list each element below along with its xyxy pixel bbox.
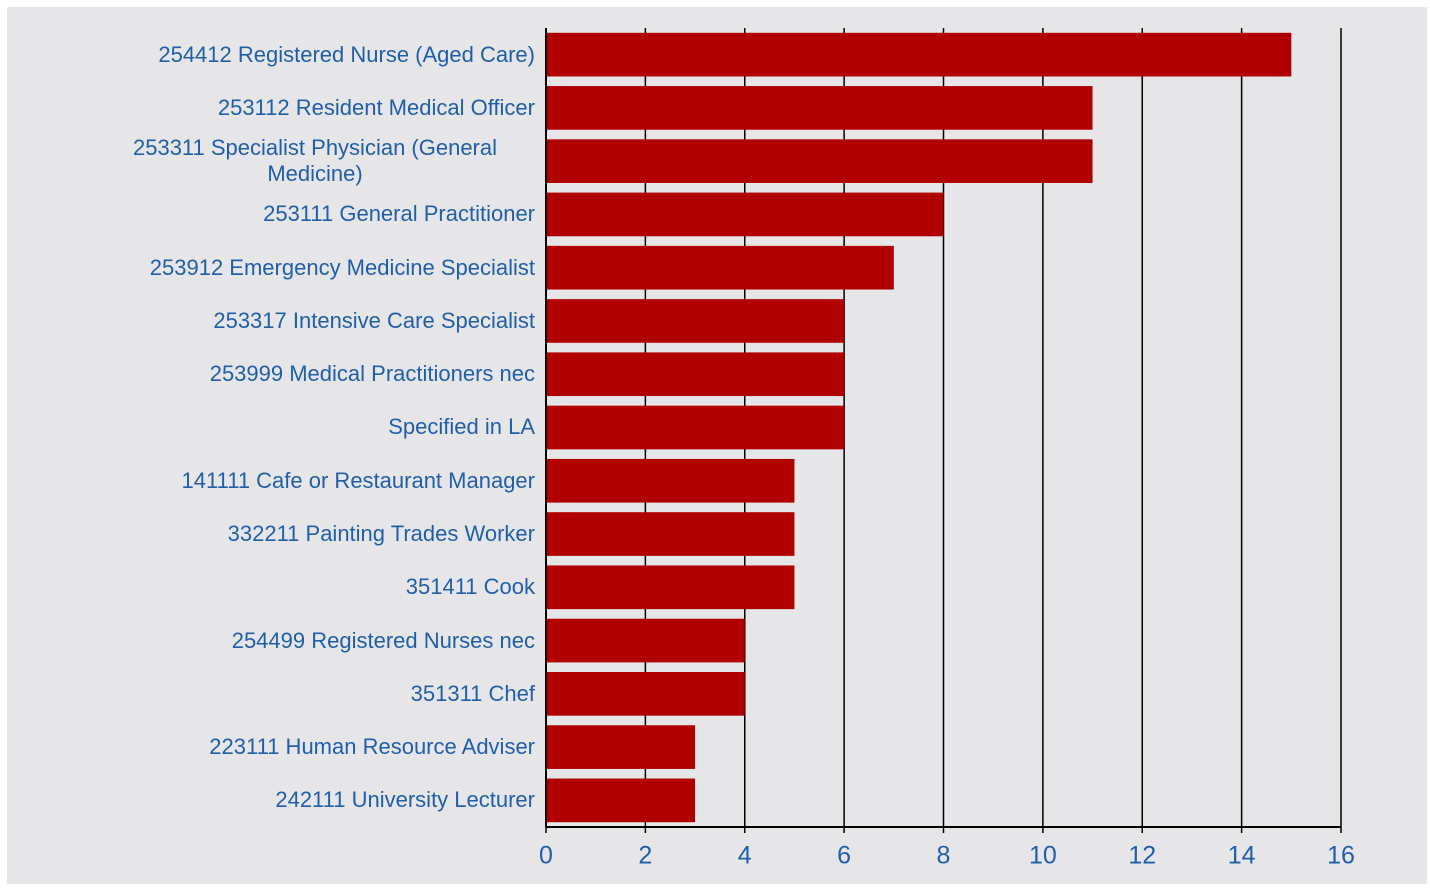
- y-tick-label-box: 253999 Medical Practitioners nec: [60, 348, 535, 401]
- bar: [546, 778, 696, 823]
- y-tick-label-box: 254499 Registered Nurses nec: [60, 614, 535, 667]
- bar: [546, 32, 1292, 77]
- y-tick-label: 351311 Chef: [410, 680, 535, 706]
- y-tick-label: 253112 Resident Medical Officer: [217, 94, 535, 120]
- y-tick-label-box: 141111 Cafe or Restaurant Manager: [60, 454, 535, 507]
- y-tick-label: 253912 Emergency Medicine Specialist: [149, 254, 535, 280]
- x-tick-label: 0: [539, 842, 553, 870]
- bar: [546, 725, 696, 769]
- bar: [546, 86, 1093, 130]
- y-tick-label-box: Specified in LA: [60, 401, 535, 454]
- y-tick-label-box: 253112 Resident Medical Officer: [60, 81, 535, 134]
- bar: [546, 245, 894, 290]
- x-tick-label: 12: [1128, 842, 1156, 870]
- y-tick-label: Specified in LA: [388, 414, 535, 440]
- bar: [546, 458, 795, 503]
- y-tick-label: 223111 Human Resource Adviser: [209, 734, 535, 760]
- y-tick-label-box: 351311 Chef: [60, 667, 535, 720]
- y-tick-label-box: 242111 University Lecturer: [60, 774, 535, 827]
- x-tick-label: 4: [738, 842, 752, 870]
- y-tick-label-box: 223111 Human Resource Adviser: [60, 720, 535, 773]
- y-tick-label-box: 351411 Cook: [60, 561, 535, 614]
- y-tick-label-box: 332211 Painting Trades Worker: [60, 507, 535, 560]
- bar: [546, 299, 845, 343]
- x-tick-label: 10: [1029, 842, 1057, 870]
- y-tick-label: 253317 Intensive Care Specialist: [213, 307, 535, 333]
- y-tick-label-box: 253311 Specialist Physician (General Med…: [60, 135, 535, 188]
- y-tick-label: 332211 Painting Trades Worker: [227, 521, 535, 547]
- y-tick-label: 254412 Registered Nurse (Aged Care): [158, 41, 535, 67]
- x-tick-label: 8: [937, 842, 951, 870]
- bar: [546, 405, 845, 450]
- bar: [546, 139, 1093, 184]
- bar: [546, 192, 944, 237]
- x-tick-label: 6: [837, 842, 851, 870]
- x-tick-label: 2: [638, 842, 652, 870]
- x-tick-label: 16: [1327, 842, 1355, 870]
- y-tick-label-box: 254412 Registered Nurse (Aged Care): [60, 28, 535, 81]
- bar: [546, 512, 795, 556]
- y-tick-label: 141111 Cafe or Restaurant Manager: [181, 467, 535, 493]
- y-tick-label: 253999 Medical Practitioners nec: [209, 361, 535, 387]
- bar: [546, 618, 745, 663]
- y-tick-label-box: 253111 General Practitioner: [60, 188, 535, 241]
- y-tick-label: 242111 University Lecturer: [275, 787, 535, 813]
- bar: [546, 671, 745, 716]
- y-tick-label: 254499 Registered Nurses nec: [231, 627, 535, 653]
- y-tick-label-box: 253317 Intensive Care Specialist: [60, 294, 535, 347]
- y-tick-label: 253111 General Practitioner: [263, 201, 535, 227]
- bar: [546, 565, 795, 610]
- bar: [546, 352, 845, 397]
- x-tick-label: 14: [1228, 842, 1256, 870]
- y-tick-label: 351411 Cook: [405, 574, 535, 600]
- y-tick-label: 253311 Specialist Physician (General Med…: [132, 135, 498, 187]
- y-tick-label-box: 253912 Emergency Medicine Specialist: [60, 241, 535, 294]
